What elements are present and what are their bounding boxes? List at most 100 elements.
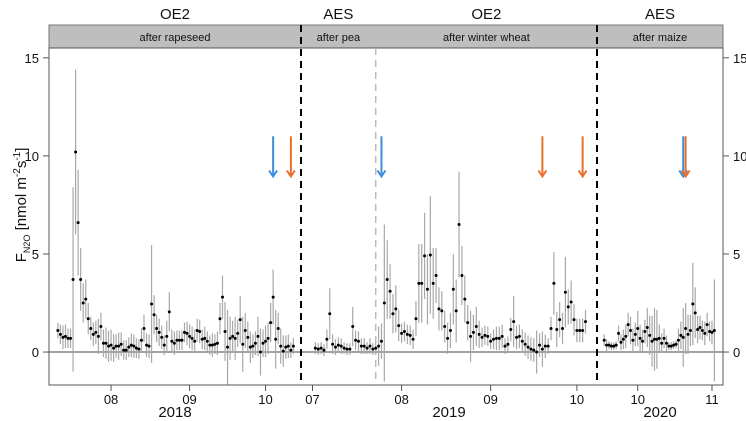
y-tick-label-right: 15: [733, 51, 746, 66]
data-point: [631, 338, 635, 342]
data-point: [688, 328, 692, 332]
data-point: [374, 346, 378, 350]
data-point: [605, 343, 609, 347]
data-point: [710, 330, 714, 334]
data-point: [165, 334, 169, 338]
y-axis-label-exp2: -1: [12, 151, 23, 160]
x-tick-label: 08: [394, 392, 408, 407]
data-point: [66, 336, 70, 340]
data-point: [79, 277, 83, 281]
data-point: [291, 344, 295, 348]
data-point: [535, 350, 539, 354]
data-point: [540, 347, 544, 351]
y-axis-label-main: F: [13, 253, 30, 262]
data-point: [371, 347, 375, 351]
data-point: [643, 329, 647, 333]
data-point: [248, 345, 252, 349]
data-point: [619, 340, 623, 344]
data-point: [127, 345, 131, 349]
y-tick-label-left: 10: [25, 149, 39, 164]
data-point: [423, 254, 427, 258]
data-point: [107, 344, 111, 348]
orange-arrow-head-icon: [286, 169, 296, 179]
data-point: [503, 344, 507, 348]
data-point: [228, 336, 232, 340]
data-point: [61, 335, 65, 339]
data-point: [443, 325, 447, 329]
data-point: [74, 150, 78, 154]
data-point: [122, 348, 126, 352]
data-point: [101, 341, 105, 345]
data-point: [99, 325, 103, 329]
data-point: [672, 343, 676, 347]
data-point: [538, 343, 542, 347]
data-point: [686, 332, 690, 336]
data-point: [667, 344, 671, 348]
data-point: [546, 344, 550, 348]
data-point: [451, 287, 455, 291]
data-point: [492, 337, 496, 341]
data-point: [523, 342, 527, 346]
data-point: [425, 287, 429, 291]
x-tick-label: 09: [182, 392, 196, 407]
x-tick-label: 10: [570, 392, 584, 407]
data-point: [434, 274, 438, 278]
data-point: [457, 223, 461, 227]
data-point: [431, 281, 435, 285]
data-point: [448, 328, 452, 332]
data-point: [333, 345, 337, 349]
data-point: [561, 327, 565, 331]
data-point: [339, 344, 343, 348]
data-point: [223, 329, 227, 333]
data-point: [494, 336, 498, 340]
year-label: 2020: [643, 404, 676, 421]
data-point: [81, 301, 85, 305]
data-point: [258, 350, 262, 354]
strip-label: after maize: [633, 32, 687, 44]
data-point: [652, 337, 656, 341]
data-point: [348, 347, 352, 351]
data-point: [253, 341, 257, 345]
system-label: AES: [323, 6, 353, 23]
data-point: [526, 345, 530, 349]
data-point: [170, 339, 174, 343]
data-point: [198, 329, 202, 333]
data-point: [325, 337, 329, 341]
data-point: [474, 325, 478, 329]
data-point: [190, 336, 194, 340]
data-point: [509, 327, 513, 331]
data-point: [655, 337, 659, 341]
data-point: [172, 341, 176, 345]
data-point: [520, 339, 524, 343]
data-point: [279, 344, 283, 348]
y-tick-label-left: 5: [32, 247, 39, 262]
data-point: [264, 339, 268, 343]
data-point: [382, 301, 386, 305]
data-point: [633, 332, 637, 336]
data-point: [86, 317, 90, 321]
data-point: [446, 336, 450, 340]
data-point: [160, 335, 164, 339]
data-point: [477, 332, 481, 336]
data-point: [555, 327, 559, 331]
data-point: [365, 346, 369, 350]
data-point: [662, 336, 666, 340]
data-point: [664, 341, 668, 345]
orange-arrow-head-icon: [537, 169, 548, 179]
data-point: [104, 341, 108, 345]
data-point: [512, 320, 516, 324]
data-point: [58, 332, 62, 336]
system-label: OE2: [160, 6, 190, 23]
data-point: [112, 346, 116, 350]
data-point: [359, 344, 363, 348]
data-point: [402, 329, 406, 333]
data-point: [657, 336, 661, 340]
data-point: [218, 317, 222, 321]
y-tick-label-right: 0: [733, 345, 740, 360]
data-point: [693, 311, 697, 315]
data-point: [322, 348, 326, 352]
data-point: [261, 341, 265, 345]
data-point: [712, 328, 716, 332]
plot-frame: [48, 47, 724, 386]
